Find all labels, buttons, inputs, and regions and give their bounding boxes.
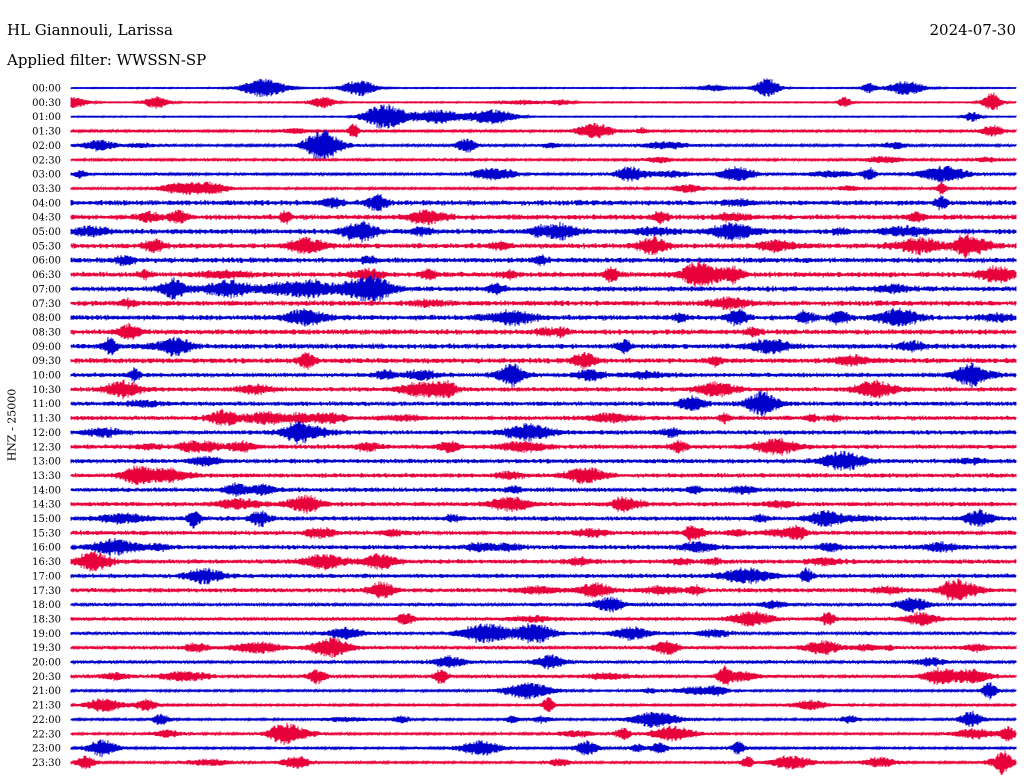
row-time-label: 15:00 [32,514,61,525]
date-label: 2024-07-30 [929,21,1016,39]
row-time-label: 23:00 [32,744,61,755]
row-time-label: 05:00 [32,227,61,238]
row-time-label: 14:00 [32,485,61,496]
row-time-label: 09:00 [32,342,61,353]
row-time-label: 06:00 [32,256,61,267]
trace-row [70,92,1017,111]
row-time-label: 00:00 [32,84,61,95]
row-time-label: 02:00 [32,141,61,152]
row-time-label: 10:00 [32,371,61,382]
row-time-label: 17:30 [32,586,61,597]
row-time-label: 00:30 [32,98,61,109]
row-time-label: 21:30 [32,701,61,712]
row-time-label: 11:30 [32,414,61,425]
row-time-label: 12:30 [32,442,61,453]
row-time-label: 16:00 [32,543,61,554]
row-time-label: 01:30 [32,127,61,138]
row-time-label: 18:00 [32,600,61,611]
row-time-label: 08:30 [32,327,61,338]
row-time-label: 14:30 [32,500,61,511]
row-time-label: 01:00 [32,112,61,123]
row-time-label: 22:30 [32,729,61,740]
row-time-label: 10:30 [32,385,61,396]
row-time-label: 16:30 [32,557,61,568]
row-time-label: 06:30 [32,270,61,281]
row-time-label: 05:30 [32,241,61,252]
row-time-label: 04:30 [32,213,61,224]
row-time-label: 12:00 [32,428,61,439]
row-time-label: 09:30 [32,356,61,367]
row-time-label: 20:00 [32,658,61,669]
row-time-label: 13:30 [32,471,61,482]
row-time-label: 18:30 [32,614,61,625]
row-time-label: 20:30 [32,672,61,683]
row-time-label: 19:00 [32,629,61,640]
station-title: HL Giannouli, Larissa [7,21,173,39]
row-time-label: 02:30 [32,155,61,166]
row-time-label: 08:00 [32,313,61,324]
row-time-label: 21:00 [32,686,61,697]
row-time-label: 17:00 [32,571,61,582]
row-time-label: 07:30 [32,299,61,310]
row-time-label: 19:30 [32,643,61,654]
row-time-label: 13:00 [32,457,61,468]
row-time-label: 03:00 [32,170,61,181]
row-time-label: 22:00 [32,715,61,726]
row-time-label: 23:30 [32,758,61,769]
trace-row [70,665,1017,686]
trace-row [70,508,1017,529]
trace-row [70,193,1017,212]
row-time-label: 15:30 [32,528,61,539]
row-time-label: 11:00 [32,399,61,410]
filter-label: Applied filter: WWSSN-SP [7,51,207,69]
row-time-label: 07:00 [32,284,61,295]
row-time-label: 04:00 [32,198,61,209]
row-time-label: 03:30 [32,184,61,195]
trace-row [70,637,1017,658]
